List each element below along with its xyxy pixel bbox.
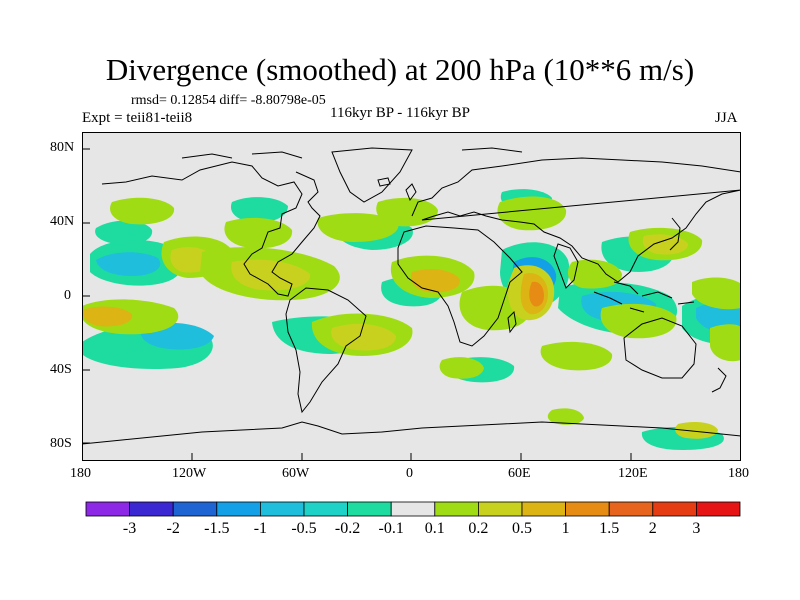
colorbar-box [303,501,348,517]
coastline-madagascar [507,310,517,334]
colorbar-box [347,501,392,517]
colorbar-box [172,501,218,517]
colorbar-label: 0.5 [512,520,532,537]
contour-blob [96,252,161,276]
coastline-maritime-continent [593,281,695,313]
contour-blob [224,217,293,249]
colorbar-box [696,501,741,517]
coastline-japan [669,217,681,251]
colorbar-label: -1 [253,520,268,537]
contour-blob [529,281,544,307]
contour-blob [82,306,133,327]
colorbar-label: -0.5 [291,520,317,537]
contour-blob [317,213,399,242]
divergence-contours [82,189,741,450]
colorbar-label: -1.5 [204,520,230,537]
stats-text: rmsd= 0.12854 diff= -8.80798e-05 [131,93,326,108]
lat-label-40s: 40S [50,362,72,377]
lon-label-60w: 60W [282,466,310,481]
coastline-arctic-islands [181,147,523,159]
colorbar-box [608,501,654,517]
coastline-greenland [331,147,413,203]
lon-label-120e: 120E [618,466,648,481]
colorbar-label: 1.5 [599,520,620,537]
lat-label-0: 0 [64,288,71,303]
contour-blob [600,303,677,339]
colorbar-box [434,501,479,517]
colorbar-box [216,501,261,517]
lon-label-180w: 180 [70,466,91,481]
coastlines [82,147,741,445]
lon-label-180e: 180 [728,466,749,481]
lat-label-80s: 80S [50,436,72,451]
contour-blob [439,357,484,379]
contour-blob [410,269,460,293]
colorbar-label: 1 [561,520,570,537]
lon-label-120w: 120W [172,466,207,481]
colorbar-label: 3 [692,520,701,537]
colorbar-box [477,501,523,517]
contour-blob [230,197,288,223]
colorbar-label: 0.2 [468,520,489,537]
contour-blob [376,197,438,227]
lon-label-0: 0 [406,466,413,481]
contour-blob [547,408,584,425]
colorbar-box [390,501,436,517]
colorbar-box [85,501,130,517]
colorbar-boxes [85,501,741,517]
contour-blob [540,341,613,371]
coastline-eurasia [411,157,741,283]
map-title: Divergence (smoothed) at 200 hPa (10**6 … [105,52,695,87]
season-label: JJA [715,110,738,126]
coastline-antarctica [82,421,741,445]
contour-blob [710,324,741,362]
coastline-india [553,243,579,289]
contour-blob [95,220,153,245]
colorbar-label: 0.1 [424,520,445,537]
colorbar-label: -2 [166,520,180,537]
coastline-australia [623,317,697,379]
contour-blob [675,422,718,439]
divergence-map [82,132,741,461]
colorbar-box [652,501,697,517]
period-label: 116kyr BP - 116kyr BP [330,105,471,121]
coastline-uk [377,177,417,202]
experiment-label: Expt = teii81-teii8 [82,110,193,126]
lat-label-40n: 40N [50,214,75,229]
coastline-new-zealand [711,367,727,393]
colorbar-label: -0.2 [334,520,361,537]
coastline-north-america [101,161,321,297]
colorbar-label: -0.1 [378,520,404,537]
colorbar-box [129,501,174,517]
colorbar-box [565,501,610,517]
colorbar-label: 2 [648,520,657,537]
contour-blob [692,277,741,310]
coastline-south-america [285,287,367,414]
lon-label-60e: 60E [508,466,531,481]
lat-label-80n: 80N [50,140,75,155]
contour-blob [331,323,396,351]
coastline-africa [397,225,523,347]
colorbar-box [259,501,305,517]
contour-blob [642,234,688,255]
contour-blob [110,197,175,225]
colorbar-box [521,501,566,517]
axis-ticks [82,148,632,461]
contour-blob [567,259,622,289]
colorbar-label: -3 [122,520,137,537]
